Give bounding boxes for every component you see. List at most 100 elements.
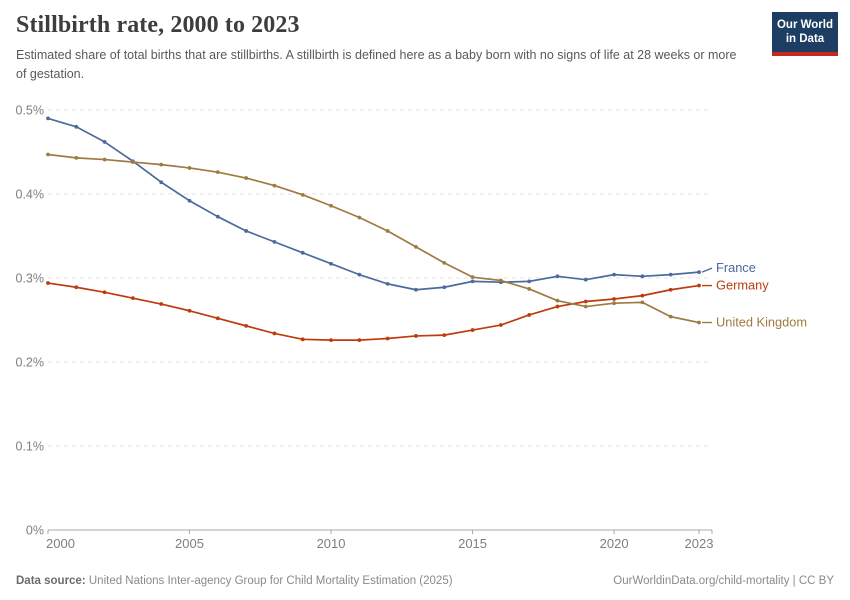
- series-point-germany-2015[interactable]: [470, 328, 475, 332]
- owid-logo[interactable]: Our World in Data: [772, 12, 838, 56]
- series-point-france-2021[interactable]: [640, 274, 645, 279]
- series-point-germany-2005[interactable]: [187, 308, 192, 313]
- x-tick-label: 2015: [458, 536, 487, 551]
- series-point-france-2006[interactable]: [215, 214, 220, 219]
- series-point-france-2013[interactable]: [414, 287, 418, 292]
- series-point-united-kingdom-2021[interactable]: [640, 300, 645, 305]
- series-point-united-kingdom-2011[interactable]: [357, 215, 362, 220]
- series-point-united-kingdom-2000[interactable]: [46, 152, 50, 157]
- series-point-united-kingdom-2002[interactable]: [102, 157, 107, 162]
- series-point-france-2009[interactable]: [300, 250, 305, 255]
- series-point-germany-2001[interactable]: [74, 285, 79, 290]
- y-tick-label: 0.5%: [16, 104, 45, 118]
- series-point-germany-2002[interactable]: [102, 290, 107, 295]
- series-point-germany-2000[interactable]: [46, 281, 50, 285]
- series-point-germany-2007[interactable]: [244, 323, 249, 328]
- chart-subtitle: Estimated share of total births that are…: [16, 48, 737, 81]
- series-point-germany-2016[interactable]: [498, 323, 503, 327]
- series-point-united-kingdom-2022[interactable]: [668, 314, 673, 319]
- footer-link[interactable]: OurWorldinData.org/child-mortality | CC …: [613, 575, 834, 587]
- owid-logo-line1: Our World: [776, 19, 833, 31]
- y-tick-label: 0.3%: [16, 272, 45, 286]
- series-point-united-kingdom-2010[interactable]: [329, 203, 333, 208]
- series-point-germany-2021[interactable]: [640, 293, 645, 298]
- series-point-united-kingdom-2003[interactable]: [131, 160, 135, 164]
- series-point-united-kingdom-2020[interactable]: [612, 301, 616, 306]
- series-point-france-2000[interactable]: [46, 116, 50, 121]
- series-line-united-kingdom[interactable]: [47, 153, 700, 324]
- y-tick-label: 0%: [26, 524, 44, 538]
- series-point-united-kingdom-2004[interactable]: [159, 162, 164, 167]
- series-point-france-2017[interactable]: [527, 279, 532, 284]
- series-point-france-2023[interactable]: [697, 270, 701, 275]
- series-point-germany-2022[interactable]: [668, 287, 673, 292]
- series-point-germany-2011[interactable]: [357, 338, 362, 343]
- x-tick-label: 2010: [317, 536, 346, 551]
- series-point-germany-2008[interactable]: [272, 331, 277, 336]
- series-point-germany-2018[interactable]: [555, 304, 560, 309]
- series-point-france-2005[interactable]: [187, 198, 192, 203]
- series-point-france-2020[interactable]: [612, 272, 616, 277]
- series-point-germany-2017[interactable]: [527, 313, 532, 317]
- y-tick-label: 0.4%: [16, 188, 45, 202]
- page-title: Stillbirth rate, 2000 to 2023: [16, 12, 300, 38]
- series-point-germany-2014[interactable]: [442, 333, 447, 338]
- series-point-germany-2010[interactable]: [329, 338, 333, 343]
- series-point-france-2008[interactable]: [272, 239, 277, 244]
- x-tick-label: 2005: [175, 536, 204, 551]
- series-point-united-kingdom-2015[interactable]: [470, 275, 475, 280]
- series-label-france[interactable]: France: [716, 260, 756, 275]
- owid-logo-line2: in Data: [785, 33, 825, 46]
- series-point-united-kingdom-2007[interactable]: [244, 176, 249, 180]
- series-point-united-kingdom-2005[interactable]: [187, 166, 192, 170]
- data-source-note: Data source: United Nations Inter-agency…: [16, 575, 453, 587]
- series-point-germany-2004[interactable]: [159, 302, 164, 306]
- x-tick-label: 2020: [600, 536, 629, 551]
- series-point-france-2019[interactable]: [583, 277, 588, 282]
- series-point-united-kingdom-2001[interactable]: [74, 155, 79, 160]
- series-point-united-kingdom-2016[interactable]: [498, 278, 503, 283]
- series-point-united-kingdom-2006[interactable]: [215, 170, 220, 175]
- series-point-united-kingdom-2017[interactable]: [527, 287, 532, 291]
- series-point-united-kingdom-2018[interactable]: [555, 298, 560, 303]
- series-label-connector-france: [701, 267, 713, 273]
- series-point-france-2014[interactable]: [442, 285, 447, 290]
- chart-svg: 0% 0.1% 0.2% 0.3% 0.4% 0.5% 2000 2005 2010 2015 20…: [16, 104, 808, 552]
- series-line-germany[interactable]: [47, 282, 700, 342]
- series-point-united-kingdom-2008[interactable]: [272, 183, 277, 188]
- series-point-germany-2019[interactable]: [583, 299, 588, 304]
- series-point-france-2012[interactable]: [385, 281, 390, 286]
- series-point-germany-2003[interactable]: [131, 296, 135, 301]
- x-tick-label: 2000: [46, 536, 75, 551]
- series-line-france[interactable]: [47, 117, 700, 291]
- series-point-united-kingdom-2019[interactable]: [583, 304, 588, 309]
- series-point-germany-2009[interactable]: [300, 337, 305, 342]
- series-point-france-2001[interactable]: [74, 124, 79, 129]
- series-point-germany-2020[interactable]: [612, 297, 616, 301]
- series-point-united-kingdom-2023[interactable]: [697, 320, 701, 325]
- series-point-france-2011[interactable]: [357, 272, 362, 277]
- data-source-text: United Nations Inter-agency Group for Ch…: [85, 575, 453, 587]
- series-point-germany-2013[interactable]: [414, 334, 418, 338]
- series-point-france-2018[interactable]: [555, 274, 560, 279]
- series-point-france-2015[interactable]: [470, 279, 475, 284]
- series-point-france-2002[interactable]: [102, 140, 107, 144]
- series-point-france-2007[interactable]: [244, 229, 249, 233]
- y-tick-label: 0.2%: [16, 356, 45, 370]
- series-point-germany-2006[interactable]: [215, 316, 220, 321]
- series-point-germany-2023[interactable]: [697, 283, 701, 288]
- y-tick-label: 0.1%: [16, 440, 45, 454]
- x-tick-label: 2023: [685, 536, 714, 551]
- series-label-germany[interactable]: Germany: [716, 278, 769, 293]
- series-label-united-kingdom[interactable]: United Kingdom: [716, 315, 807, 330]
- chart-header: Stillbirth rate, 2000 to 2023 Estimated …: [16, 12, 756, 84]
- series-point-united-kingdom-2009[interactable]: [300, 192, 305, 197]
- series-point-france-2004[interactable]: [159, 180, 164, 185]
- series-point-united-kingdom-2013[interactable]: [414, 245, 418, 249]
- series-point-united-kingdom-2014[interactable]: [442, 260, 447, 265]
- series-point-united-kingdom-2012[interactable]: [385, 229, 390, 233]
- series-point-germany-2012[interactable]: [385, 336, 390, 341]
- series-point-france-2022[interactable]: [668, 272, 673, 277]
- series-point-france-2010[interactable]: [329, 261, 333, 266]
